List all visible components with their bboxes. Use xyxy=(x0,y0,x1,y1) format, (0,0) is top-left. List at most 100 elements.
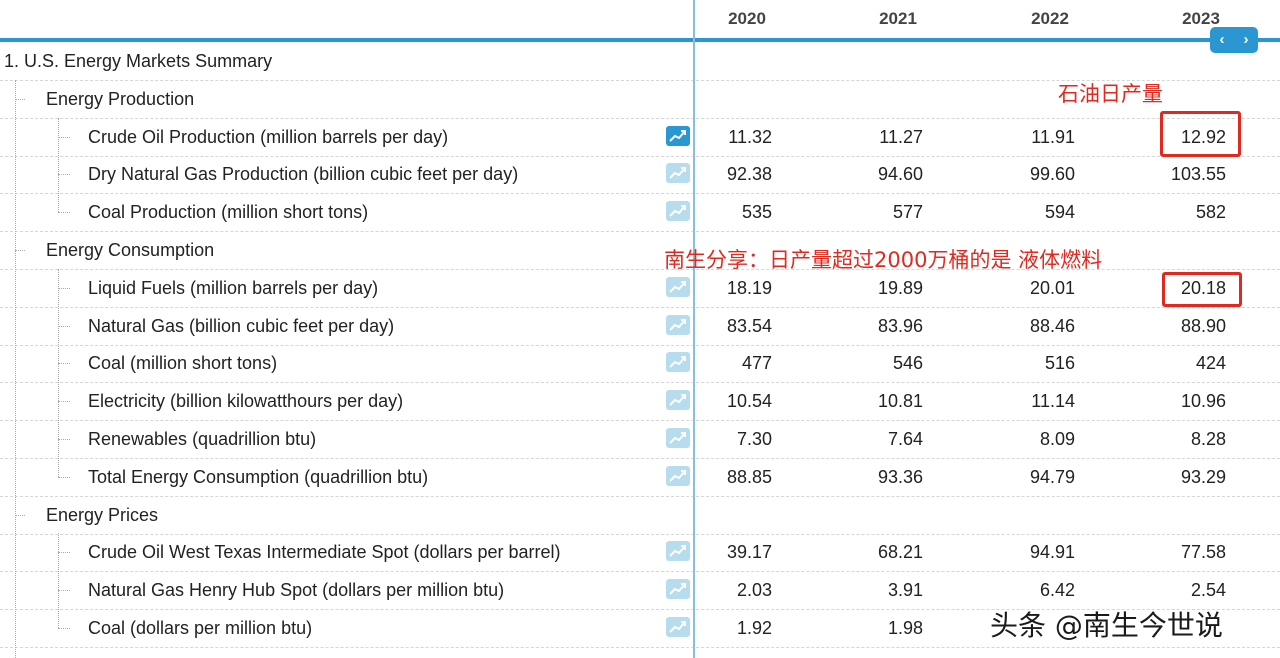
value-cell: 18.19 xyxy=(726,277,772,298)
row-label: Natural Gas (billion cubic feet per day) xyxy=(88,315,395,336)
value-cell: 11.27 xyxy=(879,126,923,147)
line-chart-icon[interactable] xyxy=(666,314,690,335)
year-nav: ‹ › xyxy=(1210,27,1258,53)
group-row[interactable]: Energy Prices xyxy=(0,496,1280,535)
value-cell: 92.38 xyxy=(726,164,772,185)
table-row[interactable]: Dry Natural Gas Production (billion cubi… xyxy=(0,155,1280,195)
value-cell: 94.60 xyxy=(877,164,923,185)
tree-connector xyxy=(58,439,70,440)
line-chart-icon[interactable] xyxy=(666,465,690,486)
year-header: 2020 xyxy=(728,9,766,28)
value-cell: 83.96 xyxy=(877,315,923,336)
table-row[interactable]: Coal (million short tons) 477 546 516 424 xyxy=(0,344,1280,384)
tree-line xyxy=(58,268,59,477)
value-cell: 20.01 xyxy=(1029,277,1075,298)
line-chart-icon[interactable] xyxy=(666,125,690,146)
table-row[interactable]: Natural Gas Henry Hub Spot (dollars per … xyxy=(0,571,1280,611)
row-label: Renewables (quadrillion btu) xyxy=(88,429,317,449)
value-cell: 546 xyxy=(892,353,923,374)
row-label: Natural Gas Henry Hub Spot (dollars per … xyxy=(88,580,505,601)
value-cell: 11.14 xyxy=(1031,391,1075,412)
line-chart-icon[interactable] xyxy=(666,390,690,411)
value-cell: 424 xyxy=(1195,353,1226,374)
row-label: Coal Production (million short tons) xyxy=(88,202,369,223)
tree-connector xyxy=(15,514,25,516)
value-cell: 6.42 xyxy=(1039,580,1075,601)
value-cell: 11.91 xyxy=(1031,126,1075,147)
table-row[interactable]: Coal Production (million short tons) 535 5… xyxy=(0,193,1280,233)
tree-connector xyxy=(15,250,25,251)
line-chart-icon[interactable] xyxy=(666,352,690,373)
value-cell: 12.92 xyxy=(1180,126,1226,147)
tree-connector xyxy=(58,174,70,176)
value-cell: 7.64 xyxy=(887,429,923,449)
value-cell: 2.54 xyxy=(1190,580,1226,601)
value-cell: 577 xyxy=(892,202,923,223)
value-cell: 10.81 xyxy=(877,391,923,412)
highlight-box-liquid xyxy=(1162,272,1242,307)
liquid-annotation: 南生分享：日产量超过2000万桶的是 液体燃料 xyxy=(664,248,1103,272)
table-row[interactable]: Liquid Fuels (million barrels per day) 18… xyxy=(0,269,1280,308)
tree-connector xyxy=(15,98,25,100)
table-row[interactable]: Crude Oil West Texas Intermediate Spot (… xyxy=(0,533,1280,573)
value-cell: 8.28 xyxy=(1190,429,1226,449)
table-row[interactable]: Electricity (billion kilowatthours per d… xyxy=(0,382,1280,422)
table-header: 2020 2021 2022 2023 xyxy=(0,0,1280,40)
value-cell: 3.91 xyxy=(887,580,923,601)
column-divider xyxy=(693,0,695,658)
tree-line xyxy=(15,79,16,658)
line-chart-icon[interactable] xyxy=(666,579,690,600)
watermark: 头条 @南生今世说 xyxy=(990,609,1223,642)
tree-connector xyxy=(58,628,70,629)
value-cell: 77.58 xyxy=(1180,542,1226,563)
header-rule xyxy=(0,38,1280,42)
table-row[interactable]: Total Energy Consumption (quadrillion bt… xyxy=(0,458,1280,497)
value-cell: 535 xyxy=(741,202,772,223)
year-header: 2021 xyxy=(879,9,917,28)
tree-connector xyxy=(58,325,70,327)
group-title: Energy Prices xyxy=(46,504,159,525)
value-cell: 88.90 xyxy=(1180,315,1226,336)
group-title: Energy Consumption xyxy=(46,240,215,260)
group-row[interactable]: Energy Production xyxy=(0,80,1280,119)
value-cell: 93.29 xyxy=(1180,466,1226,487)
group-row[interactable]: Energy Consumption xyxy=(0,231,1280,270)
chevron-left-icon[interactable]: ‹ xyxy=(1219,31,1225,48)
tree-line xyxy=(58,117,59,213)
tree-connector xyxy=(58,363,70,365)
line-chart-icon[interactable] xyxy=(666,276,690,297)
value-cell: 10.54 xyxy=(726,391,772,412)
table-row[interactable]: Renewables (quadrillion btu) 7.30 7.64 8.09… xyxy=(0,420,1280,459)
tree-connector xyxy=(58,287,70,289)
value-cell: 103.55 xyxy=(1170,164,1226,185)
year-header: 2022 xyxy=(1031,9,1069,28)
value-cell: 88.46 xyxy=(1029,315,1075,336)
line-chart-icon[interactable] xyxy=(666,428,690,448)
value-cell: 7.30 xyxy=(736,429,772,449)
row-label: Crude Oil Production (million barrels pe… xyxy=(88,126,449,147)
tree-connector xyxy=(58,401,70,403)
group-title: Energy Production xyxy=(46,88,195,109)
value-cell: 88.85 xyxy=(726,466,772,487)
table-row[interactable]: Coal (dollars per million btu) 1.92 1.98 xyxy=(0,609,1280,648)
value-cell: 20.18 xyxy=(1180,277,1226,298)
highlight-box-crude xyxy=(1160,111,1241,157)
value-cell: 516 xyxy=(1044,353,1075,374)
section-title: 1. U.S. Energy Markets Summary xyxy=(4,51,273,71)
value-cell: 11.32 xyxy=(728,126,772,147)
line-chart-icon[interactable] xyxy=(666,617,690,637)
table-row[interactable]: Natural Gas (billion cubic feet per day)… xyxy=(0,307,1280,346)
value-cell: 1.92 xyxy=(736,618,772,638)
tree-connector xyxy=(58,136,70,138)
value-cell: 582 xyxy=(1195,202,1226,223)
table-row[interactable]: Crude Oil Production (million barrels pe… xyxy=(0,118,1280,157)
line-chart-icon[interactable] xyxy=(666,541,690,562)
line-chart-icon[interactable] xyxy=(666,163,690,184)
crude-annotation: 石油日产量 xyxy=(1058,82,1163,106)
chevron-right-icon[interactable]: › xyxy=(1243,31,1249,48)
tree-connector xyxy=(58,552,70,554)
row-label: Electricity (billion kilowatthours per d… xyxy=(88,391,404,412)
row-label: Coal (million short tons) xyxy=(88,353,278,374)
line-chart-icon[interactable] xyxy=(666,201,690,222)
value-cell: 83.54 xyxy=(726,315,772,336)
